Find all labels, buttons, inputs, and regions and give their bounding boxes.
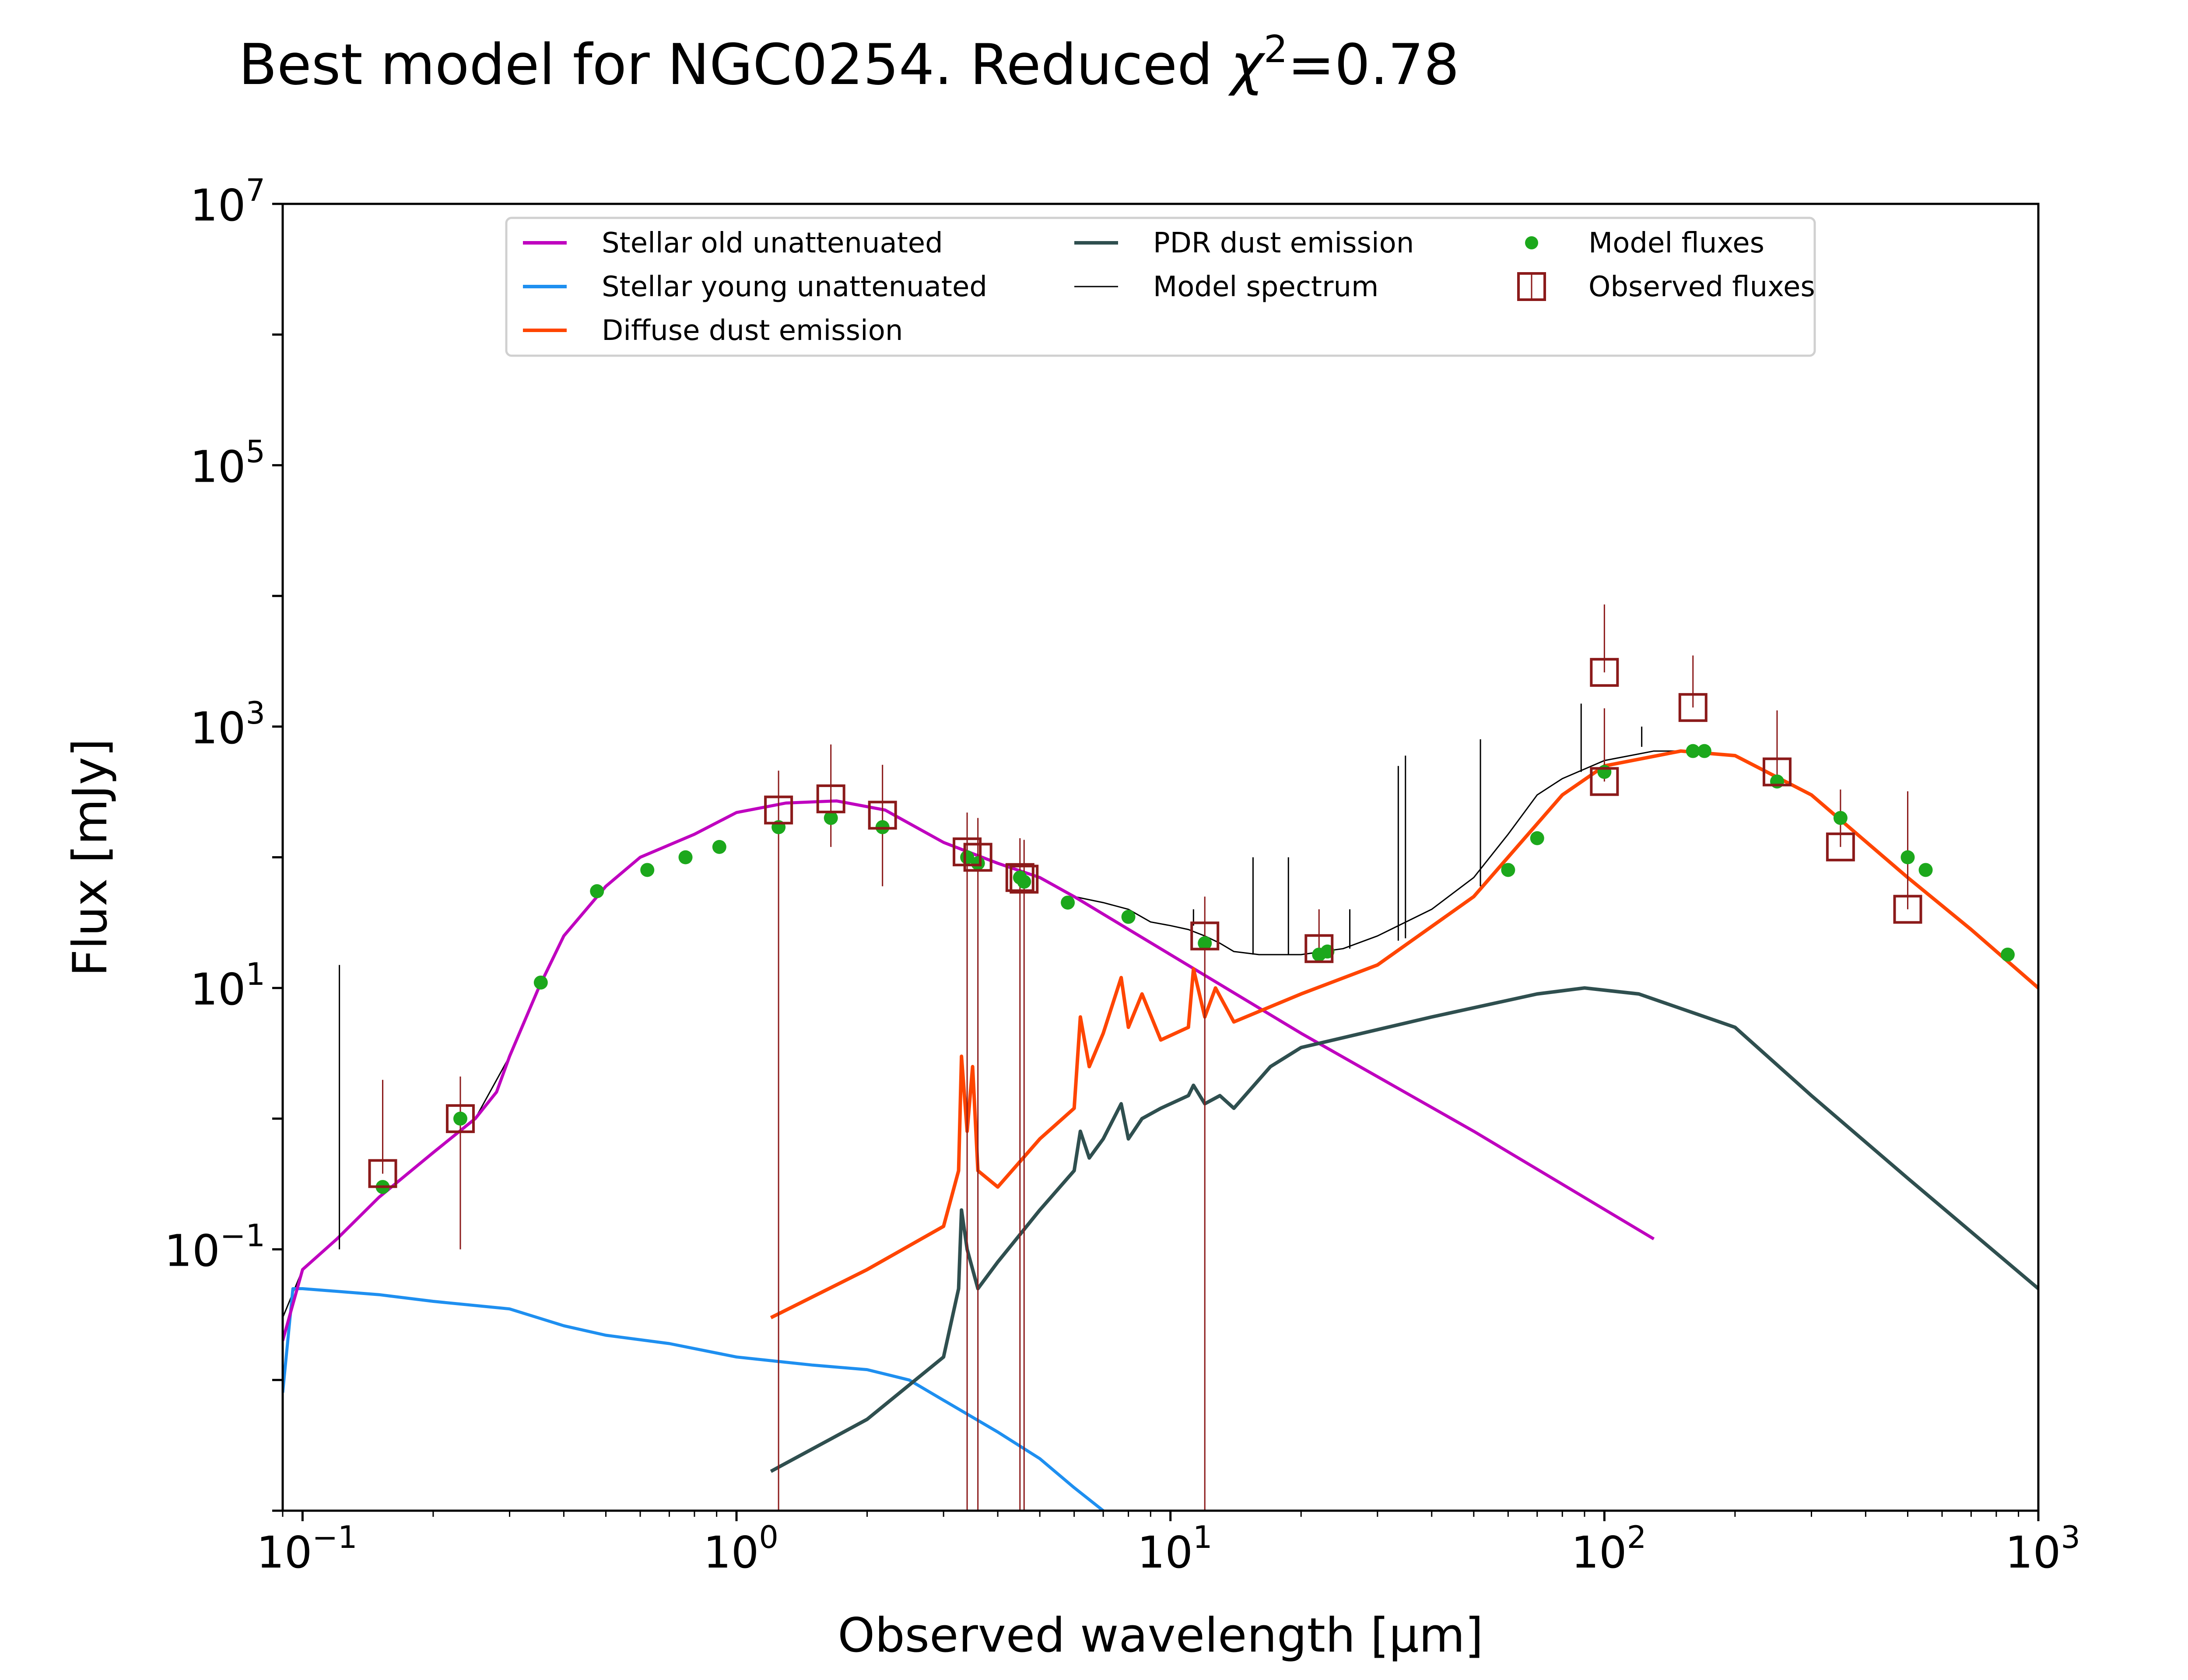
series-line-model-spectrum <box>283 750 2038 1318</box>
model-flux-point <box>1017 875 1031 889</box>
observed-flux-point <box>1678 693 1708 722</box>
model-flux-point <box>712 840 726 854</box>
observed-flux-point <box>963 843 992 872</box>
y-tick-label: 107 <box>190 172 265 231</box>
series-line-stellar-young-unattenuated <box>283 1287 1105 1511</box>
observed-flux-point <box>1190 921 1220 951</box>
observed-flux-point <box>368 1159 397 1188</box>
model-flux-point <box>1686 744 1700 758</box>
model-flux-point <box>1530 831 1544 845</box>
model-flux-point <box>824 811 838 825</box>
model-flux-point <box>1918 863 1933 877</box>
x-tick-label: 103 <box>2005 1519 2080 1578</box>
x-axis-label: Observed wavelength [μm] <box>838 1608 1483 1663</box>
y-tick-label: 10−1 <box>165 1218 265 1277</box>
observed-flux-point <box>1010 864 1039 894</box>
model-flux-point <box>678 850 693 864</box>
model-flux-point <box>1501 863 1515 877</box>
observed-flux-point <box>445 1104 475 1133</box>
observed-flux-point <box>764 795 793 825</box>
model-flux-point <box>453 1111 467 1126</box>
model-flux-point <box>971 856 985 871</box>
series-line-diffuse-dust-emission <box>770 749 2038 1320</box>
legend-label: Observed fluxes <box>1588 271 1815 303</box>
observed-flux-point <box>1590 767 1619 796</box>
observed-flux-point <box>1304 934 1334 963</box>
y-axis-label: Flux [mJy] <box>63 738 118 976</box>
y-tick-label: 105 <box>190 434 265 492</box>
observed-flux-point <box>953 837 982 867</box>
model-flux-point <box>1061 896 1075 910</box>
model-flux-point <box>1770 774 1784 789</box>
legend-label: Model fluxes <box>1588 227 1764 259</box>
observed-flux-point <box>868 801 897 830</box>
y-tick-label: 103 <box>190 695 265 754</box>
observed-flux-point <box>1590 658 1619 687</box>
observed-flux-point <box>1826 832 1855 861</box>
observed-flux-point <box>1005 863 1034 892</box>
series-line-stellar-old-unattenuated <box>283 799 1655 1341</box>
model-flux-point <box>590 884 604 899</box>
title-chi: χ <box>1228 32 1266 98</box>
observed-flux-point <box>1762 757 1792 787</box>
legend-label: Stellar old unattenuated <box>602 227 943 259</box>
plot-area <box>283 604 2038 1511</box>
plot-frame <box>281 203 2040 1512</box>
legend: Stellar old unattenuated Stellar young un… <box>505 217 1816 357</box>
observed-flux-point <box>1893 895 1922 924</box>
model-flux-point <box>1121 910 1136 924</box>
model-flux-point <box>640 863 655 877</box>
legend-label: PDR dust emission <box>1153 227 1414 259</box>
axis-ticks: 10−1 100 101 102 103 10−1 101 103 105 107 <box>165 172 2080 1578</box>
legend-box <box>505 217 1816 357</box>
model-flux-point <box>1597 765 1612 779</box>
legend-label: Model spectrum <box>1153 271 1378 303</box>
model-flux-point <box>2001 947 2015 962</box>
observed-flux-point <box>816 784 845 813</box>
legend-swatch <box>1525 236 1538 249</box>
model-flux-point <box>533 975 548 990</box>
title-suffix: =0.78 <box>1288 32 1459 98</box>
series-line-pdr-dust-emission <box>770 986 2038 1473</box>
title-prefix: Best model for NGC0254. Reduced <box>238 32 1231 98</box>
x-tick-label: 101 <box>1137 1519 1213 1578</box>
y-tick-label: 101 <box>190 956 265 1015</box>
model-flux-point <box>1697 744 1711 758</box>
model-flux-point <box>1198 936 1212 950</box>
x-tick-label: 100 <box>703 1519 778 1578</box>
x-tick-label: 10−1 <box>256 1519 357 1578</box>
legend-label: Diffuse dust emission <box>602 315 903 347</box>
x-tick-label: 102 <box>1571 1519 1646 1578</box>
legend-label: Stellar young unattenuated <box>602 271 987 303</box>
chart-title: Best model for NGC0254. Reduced χ2=0.78 <box>238 28 1459 98</box>
model-flux-point <box>1900 850 1915 864</box>
title-chi-exponent: 2 <box>1264 28 1288 71</box>
model-flux-point <box>1833 811 1848 825</box>
